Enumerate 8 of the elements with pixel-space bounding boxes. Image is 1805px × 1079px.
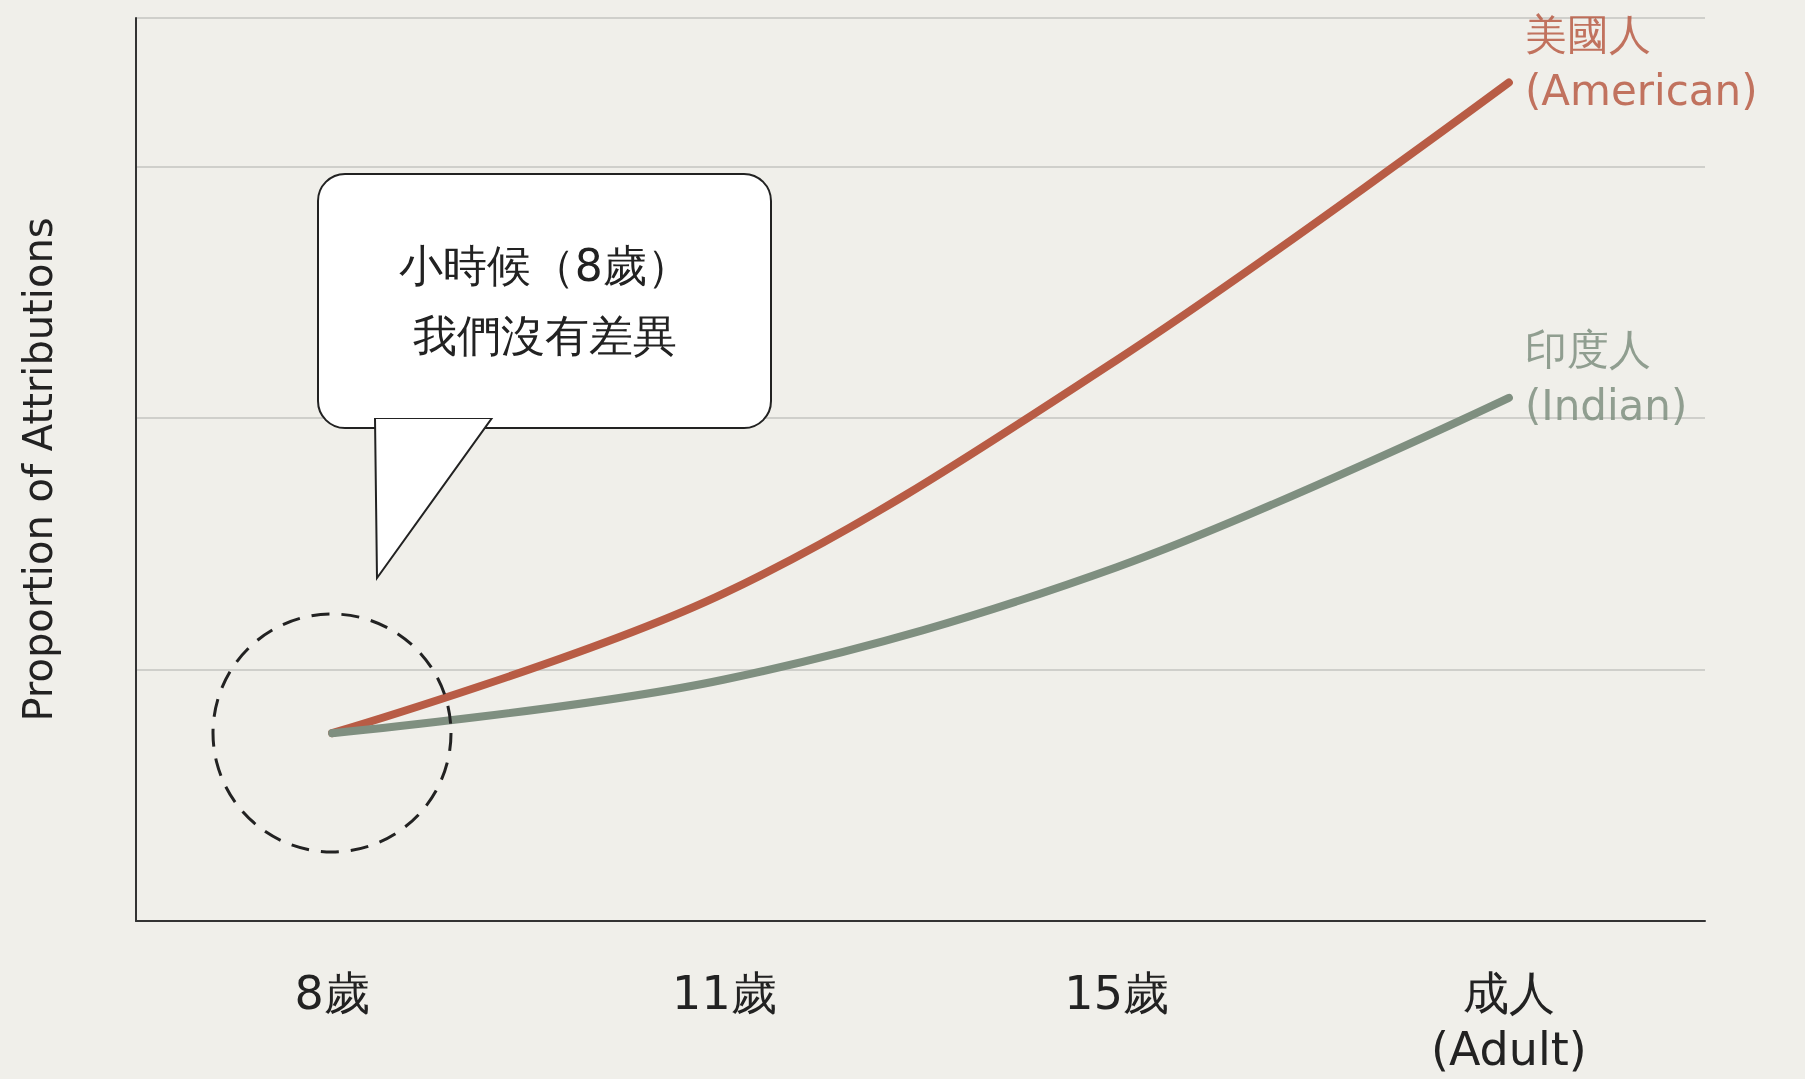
x-tick-label: 15歲 [1064, 966, 1169, 1020]
y-axis-title: Proportion of Attributions [15, 217, 61, 722]
x-tick-label: 成人 (Adult) [1431, 966, 1587, 1076]
x-tick-label: 11歲 [672, 966, 777, 1020]
series-label: 印度人 (Indian) [1524, 325, 1688, 431]
x-tick-label: 8歲 [294, 966, 370, 1020]
series-label: 美國人 (American) [1524, 10, 1758, 116]
annotation: 小時候（8歲）我們沒有差異 [317, 173, 773, 430]
